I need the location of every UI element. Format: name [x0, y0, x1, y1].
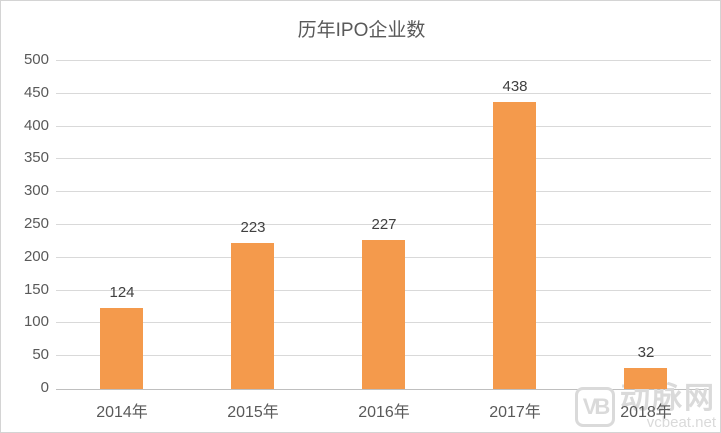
bar-2014年: [100, 308, 143, 389]
watermark-domain: vcbeat.net: [646, 414, 716, 431]
bar-2016年: [362, 240, 405, 389]
y-axis-tick-label: 100: [23, 313, 49, 330]
x-axis-tick-label: 2015年: [227, 404, 279, 421]
data-label: 124: [109, 284, 135, 301]
x-axis-line: [56, 389, 711, 390]
data-label: 227: [371, 216, 397, 233]
x-axis-tick-label: 2017年: [489, 404, 541, 421]
y-axis-tick-label: 200: [23, 248, 49, 265]
y-axis-tick-label: 300: [23, 182, 49, 199]
y-axis-tick-label: 400: [23, 117, 49, 134]
gridline: [56, 158, 711, 159]
x-axis-tick-label: 2018年: [620, 404, 672, 421]
x-axis-tick-label: 2014年: [96, 404, 148, 421]
gridline: [56, 191, 711, 192]
x-axis-tick-label: 2016年: [358, 404, 410, 421]
data-label: 223: [240, 219, 266, 236]
bar-2015年: [231, 243, 274, 389]
chart-title: 历年IPO企业数: [297, 20, 426, 41]
gridline: [56, 224, 711, 225]
y-axis-tick-label: 350: [23, 149, 49, 166]
bar-2018年: [624, 368, 667, 389]
gridline: [56, 93, 711, 94]
y-axis-tick-label: 50: [32, 346, 49, 363]
watermark-logo-icon: VB: [575, 387, 615, 427]
gridline: [56, 60, 711, 61]
gridline: [56, 126, 711, 127]
y-axis-tick-label: 500: [23, 51, 49, 68]
bar-2017年: [493, 102, 536, 389]
y-axis-tick-label: 450: [23, 84, 49, 101]
y-axis-tick-label: 250: [23, 215, 49, 232]
y-axis-tick-label: 0: [40, 379, 49, 396]
y-axis-tick-label: 150: [23, 281, 49, 298]
data-label: 438: [502, 78, 528, 95]
data-label: 32: [637, 344, 655, 361]
